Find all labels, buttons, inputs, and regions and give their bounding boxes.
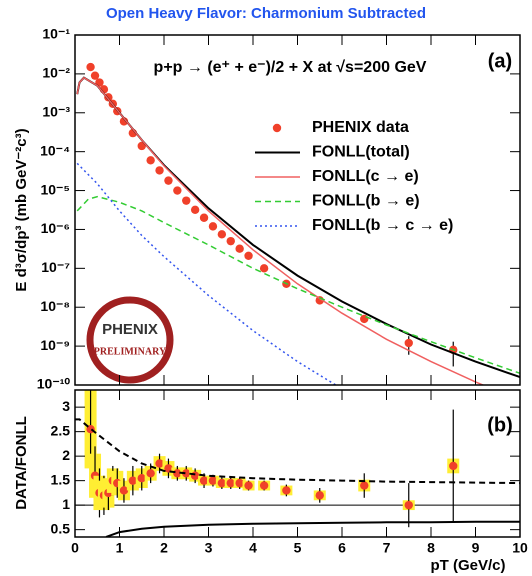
- legend-label: FONLL(total): [312, 144, 410, 161]
- data-point: [155, 166, 164, 175]
- data-point: [217, 230, 227, 239]
- data-point: [282, 486, 291, 495]
- y-tick-label: 3: [62, 398, 70, 414]
- data-point: [244, 481, 253, 490]
- y-tick-label: 2.5: [51, 422, 71, 438]
- y-tick-label: 10⁻²: [42, 65, 70, 81]
- data-point: [208, 222, 218, 231]
- y-tick-label: 10⁻⁴: [40, 142, 70, 158]
- data-point: [208, 476, 218, 485]
- legend-label: FONLL(b → e): [312, 193, 420, 210]
- curve: [105, 520, 520, 537]
- data-point: [235, 244, 244, 253]
- legend-label: PHENIX data: [312, 119, 409, 136]
- data-point: [146, 156, 155, 165]
- x-axis-label: pT (GeV/c): [430, 557, 505, 574]
- curve: [76, 162, 338, 385]
- annotation: p+p → (e⁺ + e⁻)/2 + X at √s=200 GeV: [154, 59, 427, 76]
- data-point: [182, 196, 191, 205]
- x-tick-label: 0: [71, 540, 79, 556]
- panel-label: (a): [488, 50, 512, 72]
- x-tick-label: 7: [383, 540, 391, 556]
- data-point: [119, 486, 129, 495]
- data-point: [404, 338, 413, 348]
- data-point: [137, 141, 146, 151]
- panel-label: (b): [487, 414, 513, 436]
- data-point: [226, 236, 235, 246]
- y-axis-label: E d³σ/dp³ (mb GeV⁻²c³): [13, 128, 30, 291]
- logo-ring: [86, 296, 174, 384]
- data-point: [86, 62, 95, 72]
- data-point: [449, 461, 458, 471]
- data-point: [137, 474, 146, 483]
- y-tick-label: 10⁻⁵: [40, 181, 70, 197]
- legend-label: FONLL(b → c → e): [312, 217, 453, 234]
- logo-text: PHENIX: [102, 321, 158, 338]
- legend-marker: [272, 123, 282, 133]
- x-tick-label: 9: [472, 540, 480, 556]
- data-point: [315, 491, 324, 500]
- x-tick-label: 2: [160, 540, 168, 556]
- data-point: [146, 469, 155, 478]
- logo-text: PRELIMINARY: [94, 346, 167, 357]
- chart-title: Open Heavy Flavor: Charmonium Subtracted: [106, 5, 426, 22]
- data-point: [190, 205, 200, 214]
- data-point: [182, 469, 191, 478]
- frame: [74, 34, 521, 386]
- y-tick-label: 1: [62, 496, 70, 512]
- data-point: [226, 478, 235, 488]
- plot-area: [75, 390, 520, 537]
- data-point: [235, 478, 244, 488]
- x-tick-label: 8: [427, 540, 435, 556]
- plot-area: [76, 62, 520, 385]
- x-tick-label: 6: [338, 540, 346, 556]
- y-tick-label: 10⁻³: [42, 103, 70, 119]
- logo: PHENIX PRELIMINARY: [86, 296, 174, 384]
- data-point: [244, 251, 253, 261]
- data-point: [164, 464, 173, 473]
- frame: [74, 389, 521, 538]
- y-tick-label: 10⁻¹: [42, 26, 70, 42]
- data-point: [90, 71, 100, 80]
- data-point: [128, 476, 138, 485]
- data-point: [259, 481, 269, 490]
- data-point: [360, 314, 369, 324]
- y-tick-label: 10⁻¹⁰: [37, 376, 71, 392]
- x-tick-label: 4: [249, 540, 257, 556]
- curve: [76, 195, 520, 375]
- data-point: [360, 481, 369, 490]
- x-tick-label: 10: [512, 540, 528, 556]
- data-point: [404, 500, 413, 510]
- data-point: [199, 213, 209, 222]
- x-tick-label: 1: [116, 540, 124, 556]
- y-tick-label: 10⁻⁷: [41, 259, 70, 275]
- data-point: [259, 264, 269, 273]
- legend-label: FONLL(c → e): [312, 168, 419, 185]
- y-tick-label: 10⁻⁹: [40, 337, 70, 353]
- data-point: [173, 186, 182, 195]
- y-tick-label: 10⁻⁸: [40, 298, 70, 314]
- data-point: [199, 476, 209, 485]
- x-tick-label: 5: [294, 540, 302, 556]
- curve: [76, 76, 485, 385]
- data-point: [217, 478, 227, 488]
- data-point: [155, 459, 164, 468]
- y-tick-label: 1.5: [51, 471, 71, 487]
- x-tick-label: 3: [205, 540, 213, 556]
- y-tick-label: 10⁻⁶: [41, 220, 70, 236]
- y-axis-label: DATA/FONLL: [13, 416, 30, 510]
- y-tick-label: 0.5: [51, 520, 71, 536]
- data-point: [164, 176, 173, 185]
- y-tick-label: 2: [62, 447, 70, 463]
